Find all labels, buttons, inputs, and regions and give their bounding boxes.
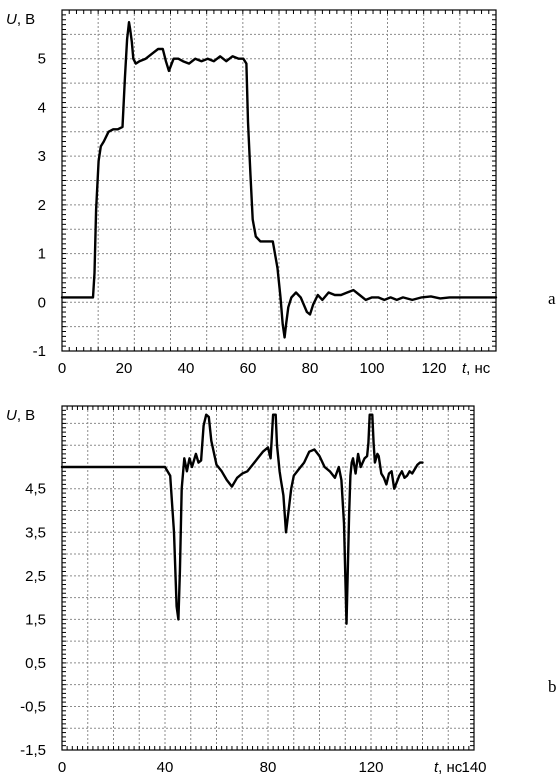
y-tick-label: 0 (38, 294, 46, 311)
x-tick-label: 60 (240, 360, 257, 377)
y-tick-label: 4,5 (25, 481, 46, 498)
minor-ticks (62, 9, 496, 351)
x-tick-label: 120 (421, 360, 446, 377)
voltage-series-line (60, 413, 424, 625)
y-tick-label: 1 (38, 246, 46, 263)
chart-panel-b: 0 40 80 120 140 -1,5 -0,5 0,5 1,5 2,5 3,5 4,5 U, В t,… (6, 405, 557, 776)
x-axis-label: t, нс (462, 360, 491, 377)
y-tick-label: 3 (38, 148, 46, 165)
x-tick-label: 80 (302, 360, 319, 377)
x-tick-label: 120 (358, 759, 383, 776)
y-tick-label: 4 (38, 99, 46, 116)
x-tick-label: 0 (58, 360, 66, 377)
y-tick-label: 2 (38, 197, 46, 214)
x-tick-label: 40 (157, 759, 174, 776)
x-tick-label: 40 (178, 360, 195, 377)
chart-panel-a: 0 20 40 60 80 100 120 -1 0 1 2 3 4 5 U, В t, нс a (6, 9, 556, 377)
x-tick-label: 80 (260, 759, 277, 776)
voltage-series-line (60, 21, 498, 339)
grid (62, 406, 474, 750)
plot-frame (61, 405, 475, 751)
y-axis-label: U, В (6, 11, 35, 28)
y-tick-label: -1 (33, 343, 46, 360)
y-tick-label: 5 (38, 51, 46, 68)
x-tick-label: 100 (359, 360, 384, 377)
y-tick-label: -1,5 (20, 742, 46, 759)
x-tick-label: 20 (116, 360, 133, 377)
y-tick-label: 0,5 (25, 655, 46, 672)
y-tick-label: 1,5 (25, 611, 46, 628)
y-tick-label: 2,5 (25, 568, 46, 585)
x-tick-label: 140 (461, 759, 486, 776)
y-axis-label: U, В (6, 407, 35, 424)
panel-label: b (548, 677, 557, 696)
plot-frame (61, 9, 497, 352)
x-axis-label: t, нс (434, 759, 463, 776)
grid (62, 10, 496, 351)
y-tick-label: 3,5 (25, 524, 46, 541)
x-tick-label: 0 (58, 759, 66, 776)
panel-label: a (548, 289, 556, 308)
y-tick-label: -0,5 (20, 698, 46, 715)
